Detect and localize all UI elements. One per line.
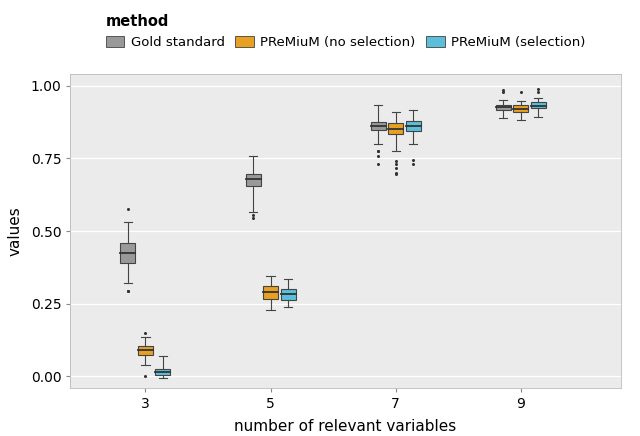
Bar (406, 121, 420, 131)
Bar (156, 369, 170, 375)
Bar (513, 105, 528, 112)
Bar (263, 286, 278, 299)
X-axis label: number of relevant variables: number of relevant variables (234, 419, 457, 434)
Bar (120, 243, 136, 263)
Bar (496, 105, 511, 110)
Bar (371, 122, 386, 130)
Y-axis label: values: values (7, 206, 22, 256)
Bar (531, 102, 546, 109)
Bar (246, 174, 260, 186)
Bar (280, 289, 296, 300)
Bar (388, 123, 403, 134)
Bar (138, 346, 153, 354)
Legend: Gold standard, PReMiuM (no selection), PReMiuM (selection): Gold standard, PReMiuM (no selection), P… (100, 9, 591, 54)
